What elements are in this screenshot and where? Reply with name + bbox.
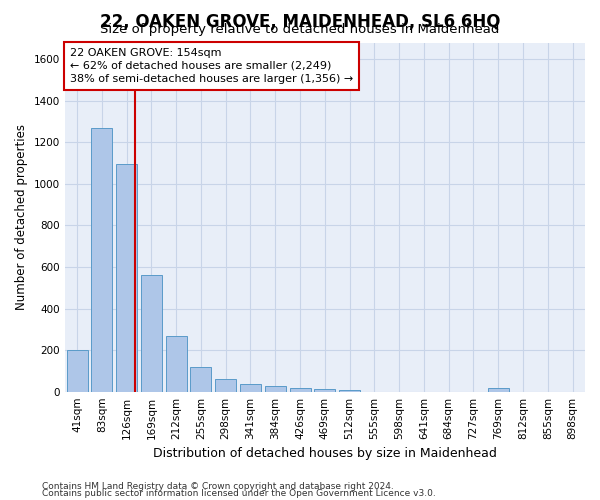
Text: 22, OAKEN GROVE, MAIDENHEAD, SL6 6HQ: 22, OAKEN GROVE, MAIDENHEAD, SL6 6HQ — [100, 12, 500, 30]
Bar — [215, 379, 236, 392]
Bar — [166, 336, 187, 392]
Text: Contains public sector information licensed under the Open Government Licence v3: Contains public sector information licen… — [42, 490, 436, 498]
X-axis label: Distribution of detached houses by size in Maidenhead: Distribution of detached houses by size … — [153, 447, 497, 460]
Bar — [91, 128, 112, 392]
Bar — [290, 388, 311, 392]
Bar — [314, 389, 335, 392]
Bar — [240, 384, 261, 392]
Bar — [265, 386, 286, 392]
Bar — [67, 350, 88, 392]
Bar — [116, 164, 137, 392]
Y-axis label: Number of detached properties: Number of detached properties — [15, 124, 28, 310]
Bar — [141, 276, 162, 392]
Bar — [339, 390, 360, 392]
Text: Size of property relative to detached houses in Maidenhead: Size of property relative to detached ho… — [100, 22, 500, 36]
Bar — [488, 388, 509, 392]
Text: 22 OAKEN GROVE: 154sqm
← 62% of detached houses are smaller (2,249)
38% of semi-: 22 OAKEN GROVE: 154sqm ← 62% of detached… — [70, 48, 353, 84]
Bar — [190, 366, 211, 392]
Text: Contains HM Land Registry data © Crown copyright and database right 2024.: Contains HM Land Registry data © Crown c… — [42, 482, 394, 491]
